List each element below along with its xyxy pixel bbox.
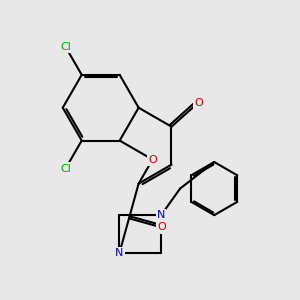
Text: N: N: [157, 210, 165, 220]
Text: O: O: [158, 223, 166, 232]
Text: O: O: [194, 98, 203, 108]
Text: Cl: Cl: [60, 164, 71, 173]
Text: Cl: Cl: [60, 42, 71, 52]
Text: O: O: [148, 154, 157, 164]
Text: N: N: [115, 248, 124, 258]
